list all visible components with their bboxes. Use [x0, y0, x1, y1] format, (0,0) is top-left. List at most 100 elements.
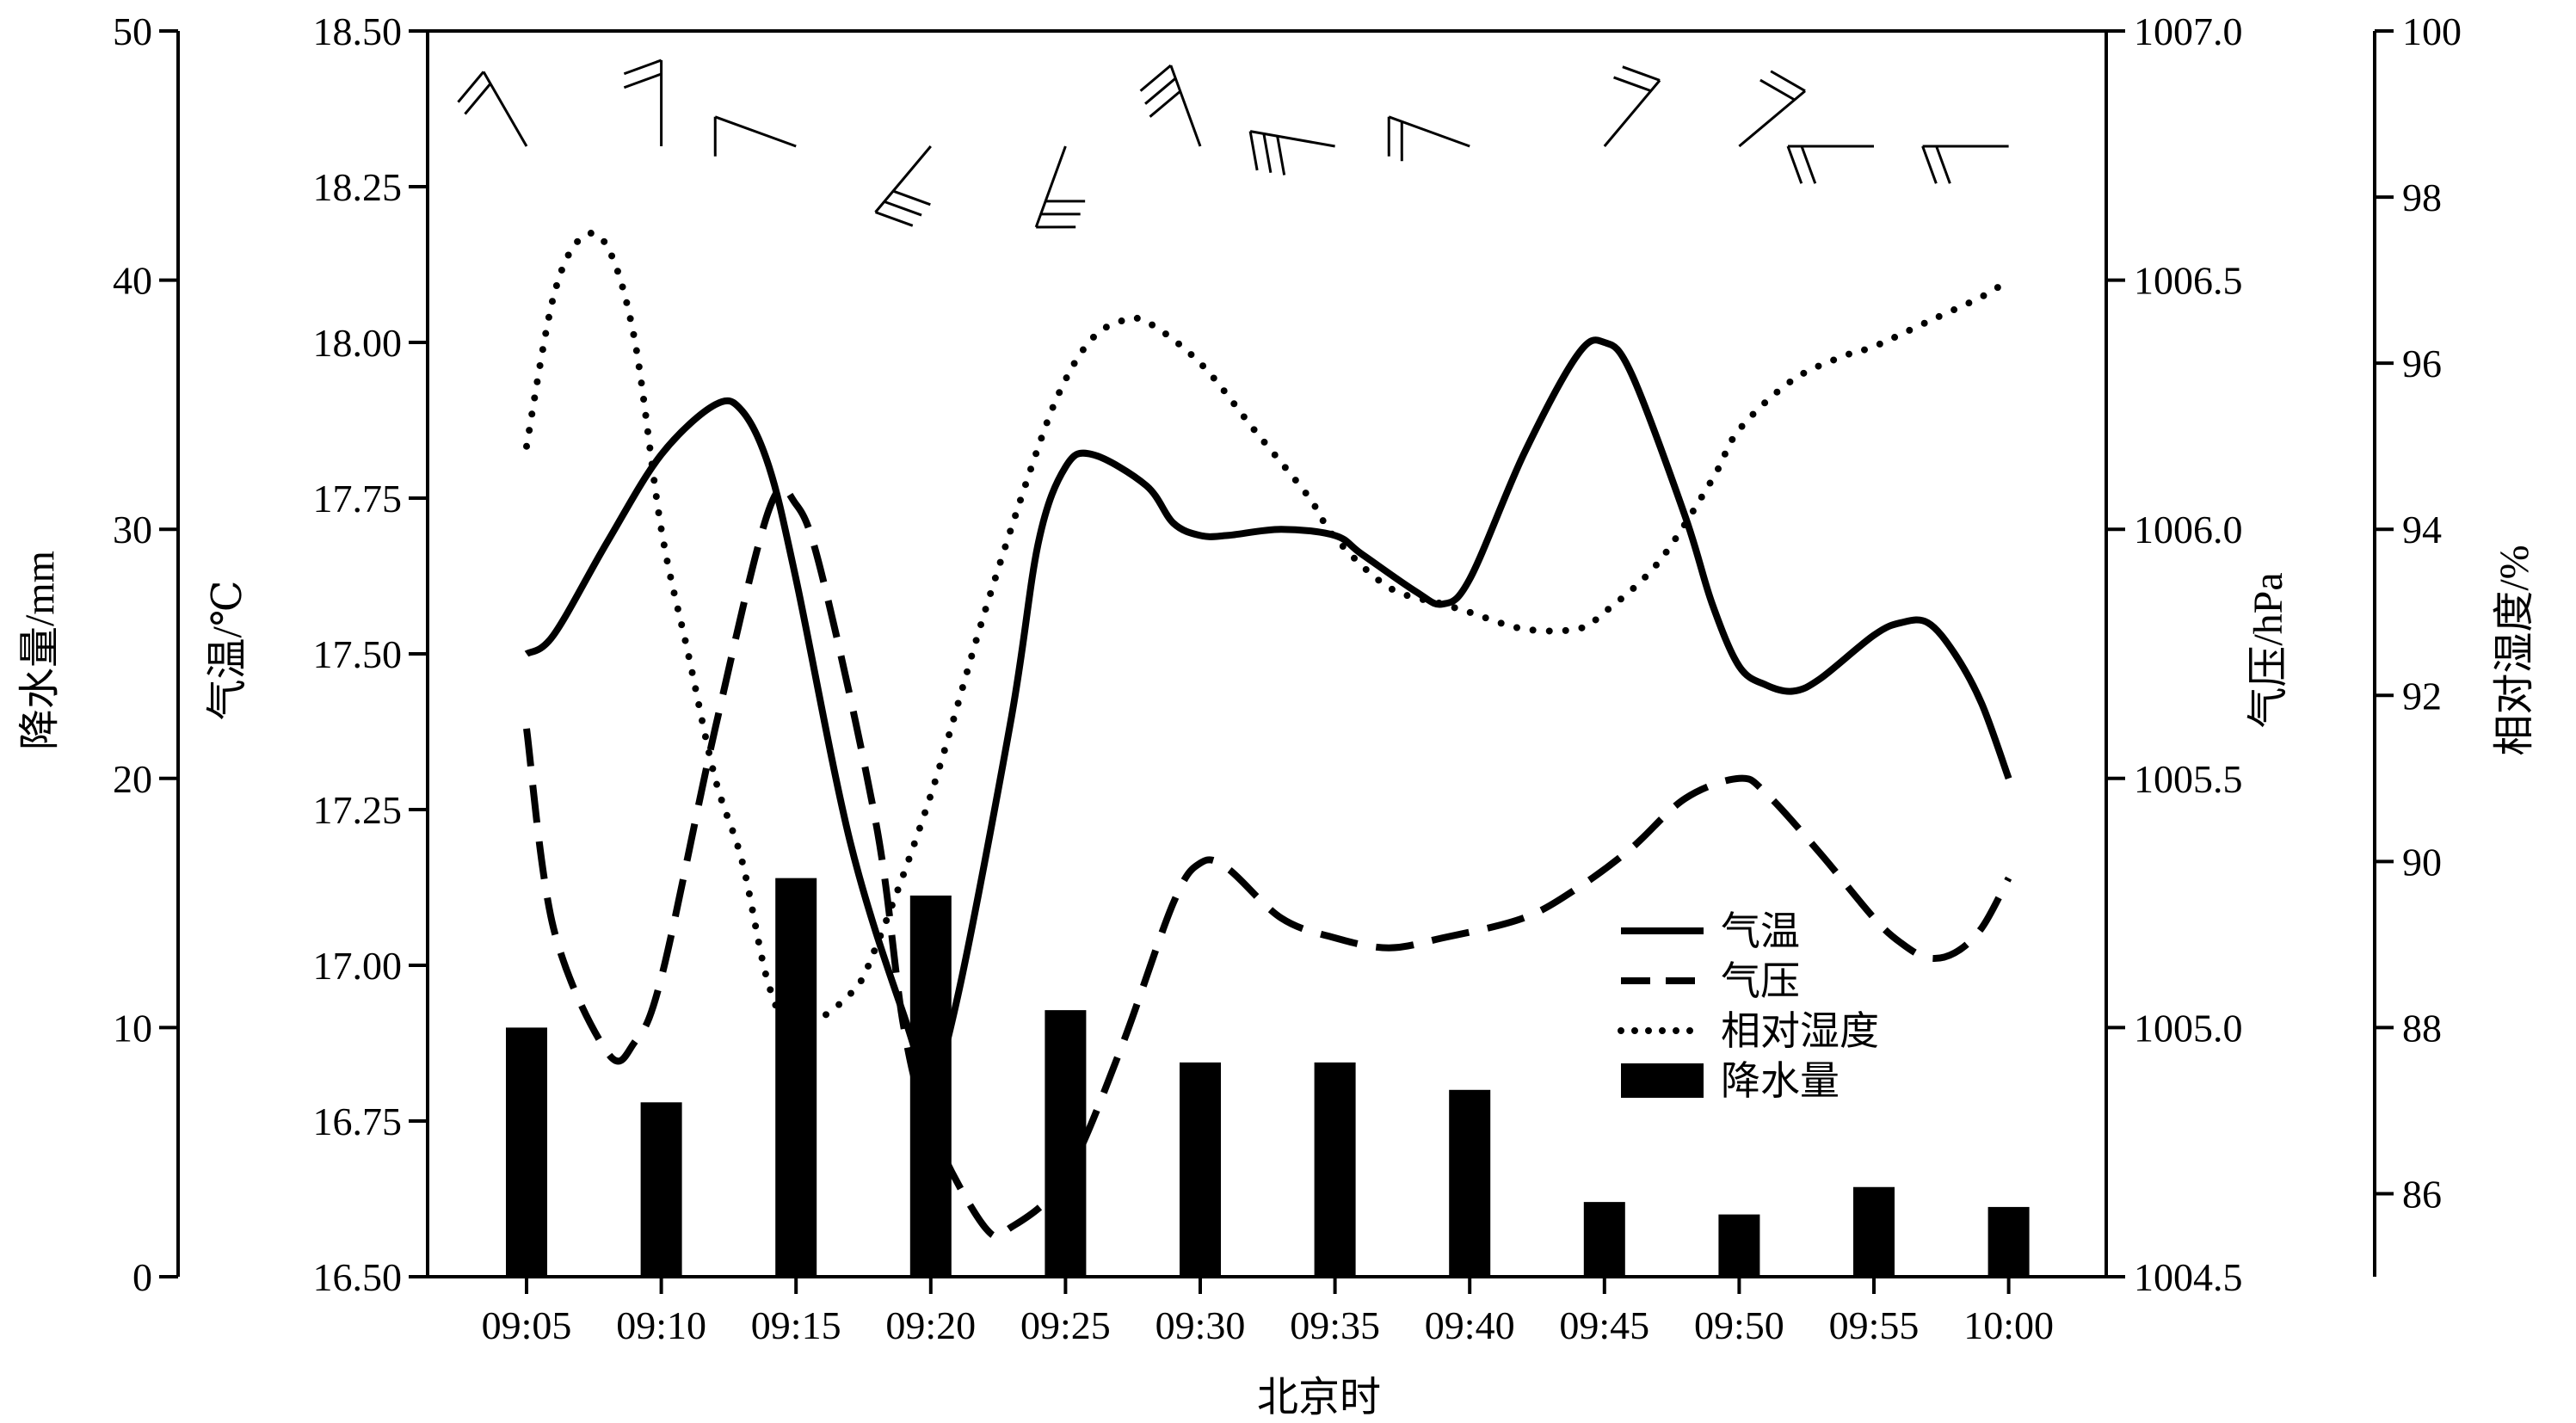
legend-label: 气压	[1721, 959, 1800, 1003]
wind-barb-feather	[1613, 76, 1652, 93]
wind-barb	[1786, 145, 1874, 184]
wind-barb-feather	[1800, 145, 1817, 184]
precip-bar	[775, 878, 817, 1277]
wind-barb-feather	[1921, 145, 1938, 184]
temperature-tick-label: 16.75	[313, 1100, 403, 1143]
precip-bar	[1583, 1202, 1625, 1277]
precip-tick-label: 30	[113, 508, 152, 551]
series-lines	[523, 230, 2012, 1241]
wind-barb	[1248, 130, 1335, 176]
wind-barb-staff	[1738, 89, 1806, 148]
wind-barb-feather	[875, 211, 914, 227]
precip-tick-label: 10	[113, 1006, 152, 1050]
humidity-tick-label: 86	[2402, 1172, 2442, 1216]
temperature-tick-label: 17.75	[313, 477, 403, 521]
wind-barb-feather	[1935, 145, 1951, 184]
x-tick-label: 09:15	[751, 1303, 841, 1347]
wind-barb-staff	[714, 115, 797, 148]
wind-barb	[1738, 70, 1806, 148]
humidity-line	[523, 230, 2012, 1032]
temperature-tick-label: 16.50	[313, 1255, 403, 1299]
wind-barb	[623, 59, 663, 146]
wind-barb-feather	[1276, 135, 1286, 176]
pressure-tick-label: 1007.0	[2134, 9, 2243, 53]
legend-label: 气温	[1721, 909, 1800, 953]
wind-barb-feather	[1786, 145, 1803, 184]
wind-barb-feather	[1248, 131, 1259, 171]
wind-barb-feather	[892, 189, 931, 206]
wind-barb	[874, 145, 932, 227]
wind-barb-feather	[623, 59, 662, 76]
legend-label: 相对湿度	[1721, 1009, 1879, 1053]
temperature-tick-label: 18.50	[313, 9, 403, 53]
humidity-tick-label: 98	[2402, 176, 2442, 219]
wind-barb	[713, 115, 797, 157]
wind-barb-staff	[482, 71, 528, 147]
pressure-line	[523, 484, 2012, 1241]
precip-bar	[640, 1102, 682, 1277]
x-tick-label: 09:50	[1694, 1303, 1784, 1347]
temperature-tick-label: 17.50	[313, 632, 403, 676]
legend-symbol-bar	[1621, 1063, 1704, 1098]
pressure-tick-label: 1005.5	[2134, 757, 2243, 801]
precip-bar	[1449, 1089, 1491, 1277]
wind-barb-feather	[464, 83, 492, 115]
temperature-tick-label: 18.00	[313, 321, 403, 365]
precip-bar	[1853, 1186, 1895, 1277]
precipitation-bars	[506, 878, 2030, 1277]
humidity-tick-label: 90	[2402, 840, 2442, 884]
wind-barbs	[457, 59, 2009, 229]
temperature-axis-title: 气温/℃	[205, 580, 250, 720]
temperature-line	[524, 336, 2012, 1081]
precip-bar	[506, 1027, 547, 1277]
precip-tick-label: 40	[113, 259, 152, 303]
wind-barb-feather	[1144, 77, 1177, 105]
x-tick-label: 09:20	[885, 1303, 976, 1347]
wind-barb	[1603, 65, 1661, 147]
precip-bar	[1718, 1214, 1760, 1277]
legend-label: 降水量	[1721, 1059, 1840, 1103]
x-tick-label: 09:10	[616, 1303, 706, 1347]
wind-barb	[1139, 64, 1202, 147]
precip-bar	[1180, 1062, 1221, 1277]
temperature-tick-label: 17.25	[313, 788, 403, 832]
wind-barb	[1387, 115, 1470, 162]
x-tick-label: 09:35	[1290, 1303, 1380, 1347]
precip-axis-title: 降水量/mm	[17, 551, 63, 750]
pressure-tick-label: 1006.5	[2134, 259, 2243, 303]
pressure-tick-label: 1006.0	[2134, 508, 2243, 551]
temperature-tick-label: 18.25	[313, 165, 403, 209]
wind-barb-feather	[623, 72, 662, 89]
axes: 0 10 20 30 40 50 16.50 16.75 17.00 17.25 17.50 17.7…	[113, 9, 2462, 1347]
wind-barb-feather	[1622, 65, 1661, 82]
precip-bar	[1314, 1062, 1356, 1277]
x-tick-label: 09:30	[1156, 1303, 1246, 1347]
wind-barb-feather	[1759, 78, 1796, 102]
wind-barb	[1921, 145, 2009, 184]
x-tick-label: 09:40	[1425, 1303, 1515, 1347]
wind-barb-feather	[1770, 70, 1806, 93]
x-tick-label: 09:05	[482, 1303, 572, 1347]
x-tick-label: 09:55	[1829, 1303, 1920, 1347]
temperature-tick-label: 17.00	[313, 944, 403, 988]
pressure-axis-title: 气压/hPa	[2246, 572, 2291, 728]
wind-barb-staff	[1603, 79, 1661, 147]
wind-barb	[457, 71, 528, 147]
pressure-tick-label: 1004.5	[2134, 1255, 2243, 1299]
wind-barb-feather	[1149, 89, 1181, 118]
wind-barb-staff	[1169, 65, 1202, 147]
pressure-tick-label: 1005.0	[2134, 1006, 2243, 1050]
humidity-tick-label: 88	[2402, 1006, 2442, 1050]
humidity-tick-label: 94	[2402, 508, 2442, 551]
humidity-tick-label: 96	[2402, 342, 2442, 385]
precip-bar	[909, 895, 952, 1277]
precip-tick-label: 20	[113, 757, 152, 801]
precip-tick-label: 0	[132, 1255, 152, 1299]
precip-tick-label: 50	[113, 9, 152, 53]
wind-barb	[1034, 145, 1086, 229]
x-tick-label: 09:45	[1559, 1303, 1649, 1347]
wind-barb-feather	[457, 71, 485, 103]
x-axis-title: 北京时	[1257, 1375, 1381, 1420]
